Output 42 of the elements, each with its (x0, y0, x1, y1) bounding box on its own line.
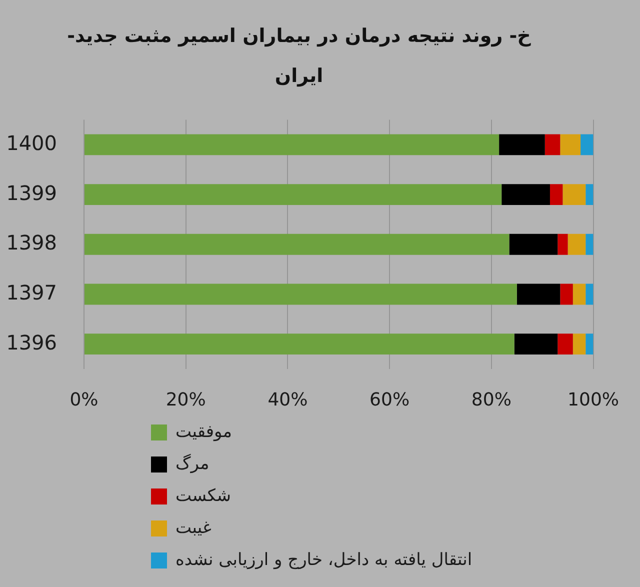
y-tick-label: 1397 (6, 280, 57, 304)
bar (562, 184, 586, 206)
bar (550, 184, 563, 206)
bar (84, 234, 510, 255)
bar (560, 284, 573, 305)
bar (572, 334, 586, 355)
bar (558, 334, 573, 355)
bar (560, 134, 581, 156)
bar (514, 334, 558, 355)
x-tick-label: 60% (370, 389, 410, 410)
y-tick-label: 1398 (6, 230, 57, 255)
bar (84, 134, 500, 156)
x-tick-label: 20% (166, 389, 206, 410)
legend-label: مرگ (176, 452, 210, 474)
x-tick-label: 100% (568, 389, 620, 410)
bar (558, 234, 568, 255)
bar (516, 284, 560, 305)
bar (84, 184, 502, 206)
x-tick-label: 80% (471, 389, 512, 410)
bar (499, 134, 545, 156)
bar (586, 334, 594, 355)
legend-label: غیبت (176, 518, 212, 538)
bar (568, 234, 586, 255)
x-tick-label: 40% (268, 389, 308, 410)
bar (544, 134, 560, 156)
chart-title: خ- روند نتیجه درمان در بیماران اسمیر مثبت جدید- ایران (67, 24, 532, 87)
bar (502, 184, 550, 206)
bar (509, 234, 558, 255)
bar (586, 184, 594, 206)
legend-label: موفقیت (176, 422, 232, 442)
legend-label: انتقال یافته به داخل، خارج و ارزیابی نشده (176, 550, 472, 570)
bar (84, 334, 514, 355)
bar (586, 234, 594, 255)
y-tick-label: 1396 (6, 330, 57, 354)
x-tick-label: 0% (70, 389, 98, 410)
y-tick-label: 1399 (6, 180, 57, 205)
bar (572, 284, 586, 305)
bar (84, 284, 517, 305)
y-tick-label: 1400 (6, 130, 57, 155)
bar (580, 134, 594, 156)
bar (586, 284, 594, 305)
legend-label: شکست (176, 486, 231, 506)
